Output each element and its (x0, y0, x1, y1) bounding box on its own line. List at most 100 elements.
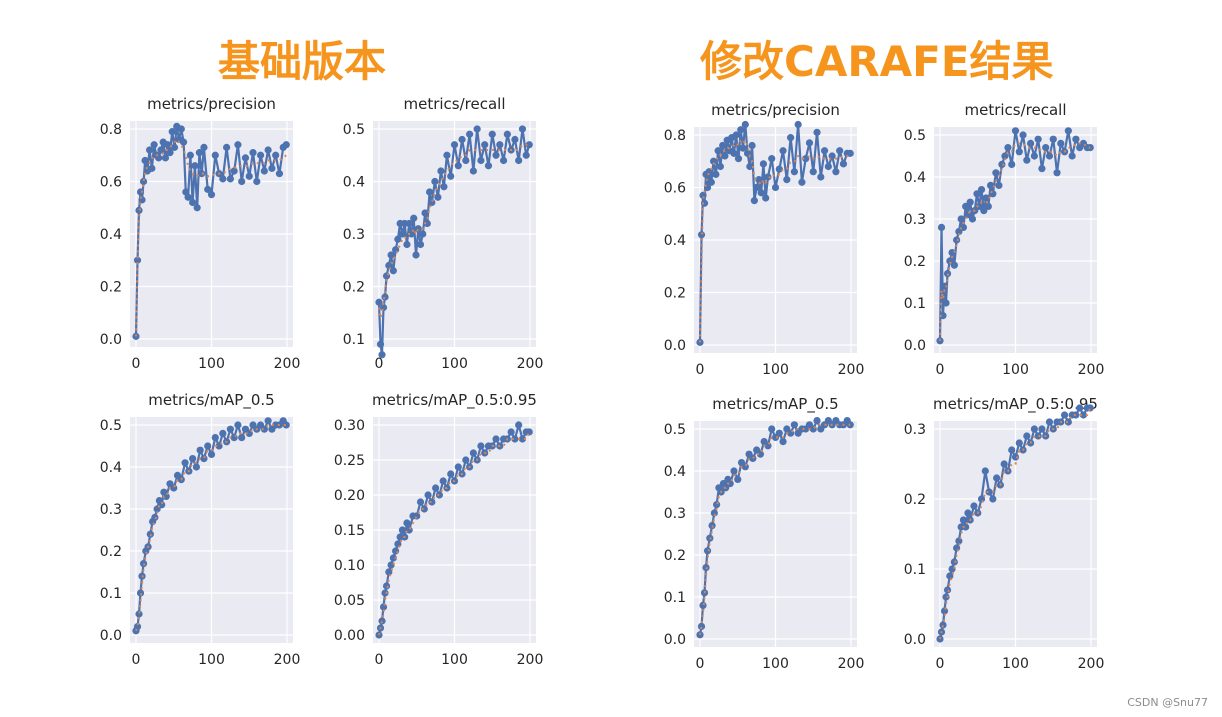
y-tick-label: 0.4 (100, 227, 122, 243)
y-tick-label: 0.5 (100, 418, 122, 434)
smooth-line (699, 423, 851, 635)
data-point (403, 240, 411, 249)
data-point (207, 191, 216, 199)
y-tick-label: 0.2 (664, 548, 686, 564)
data-point (136, 188, 145, 196)
data-point (1019, 131, 1027, 139)
data-point (970, 502, 978, 510)
data-point (264, 146, 272, 154)
data-point (166, 149, 174, 157)
x-tick-label: 200 (517, 356, 544, 372)
data-point (817, 173, 825, 181)
data-point (700, 199, 709, 207)
data-point (241, 154, 250, 162)
y-tick-label: 0.1 (904, 562, 926, 578)
y-tick-label: 0.5 (343, 122, 365, 138)
y-tick-label: 0.1 (343, 332, 365, 348)
y-tick-label: 0.4 (343, 175, 365, 191)
x-tick-label: 200 (1078, 656, 1105, 672)
data-point (141, 156, 149, 165)
y-tick-label: 0.1 (904, 296, 926, 312)
y-tick-label: 0.8 (100, 122, 122, 138)
y-tick-label: 0.5 (904, 128, 926, 144)
data-point (379, 303, 388, 312)
data-point (230, 434, 238, 442)
data-point (375, 298, 383, 306)
chart-panel: 0.0 0.2 0.4 0.6 0.8 0 100 200 metrics/precision (100, 95, 301, 372)
data-point (249, 149, 257, 157)
data-point (1034, 135, 1042, 143)
x-tick-label: 200 (838, 656, 865, 672)
data-point (385, 568, 393, 576)
data-point (219, 175, 227, 183)
data-point (164, 141, 172, 149)
data-point (394, 235, 402, 243)
data-point (943, 586, 952, 594)
data-point (937, 223, 946, 231)
data-point (790, 168, 798, 176)
data-point (443, 151, 451, 159)
data-point (962, 202, 970, 210)
data-point (462, 456, 470, 464)
y-tick-label: 0.0 (100, 332, 122, 348)
data-point (802, 155, 810, 163)
data-point (726, 480, 734, 488)
data-point (416, 240, 425, 249)
data-point (226, 175, 234, 183)
y-tick-label: 0.00 (334, 628, 365, 644)
data-point (1000, 460, 1008, 468)
y-tick-label: 0.0 (664, 632, 686, 648)
data-point (1015, 439, 1023, 447)
y-tick-label: 0.10 (334, 558, 365, 574)
data-point (1064, 418, 1072, 426)
data-point (719, 141, 727, 150)
data-point (515, 156, 523, 165)
x-tick-label: 100 (1002, 362, 1029, 378)
y-tick-label: 0.6 (100, 175, 122, 191)
data-point (712, 170, 720, 178)
data-point (779, 147, 787, 155)
data-point (260, 167, 268, 175)
data-point (1027, 139, 1035, 147)
data-point (204, 185, 212, 193)
data-point (462, 156, 470, 165)
data-point (762, 194, 770, 202)
data-point (716, 162, 724, 171)
data-point (790, 421, 798, 429)
data-point (450, 141, 459, 149)
data-point (737, 126, 745, 134)
data-point (458, 135, 466, 144)
data-point (392, 547, 400, 555)
data-point (157, 146, 165, 154)
data-point (794, 120, 802, 129)
data-point (787, 134, 795, 142)
x-tick-label: 0 (936, 656, 945, 672)
data-point (1030, 152, 1038, 160)
x-tick-label: 0 (936, 362, 945, 378)
data-point (148, 164, 156, 172)
data-point (170, 484, 178, 492)
data-point (980, 207, 988, 215)
y-tick-label: 0.4 (664, 464, 686, 480)
data-point (959, 516, 968, 524)
chart-panel: 0.0 0.1 0.2 0.3 0.4 0.5 0 100 200 metrics/mAP_0.5 (100, 391, 301, 668)
y-tick-label: 0.3 (100, 502, 122, 518)
data-point (809, 425, 817, 433)
data-point (398, 230, 407, 238)
data-point (973, 190, 981, 198)
data-point (376, 340, 385, 348)
data-point (469, 167, 477, 175)
data-point (518, 125, 527, 133)
baseline-title: 基础版本 (218, 37, 387, 86)
data-point (282, 421, 290, 429)
data-point (435, 491, 443, 499)
y-tick-label: 0.2 (100, 544, 122, 560)
data-point (757, 189, 765, 197)
x-tick-label: 200 (517, 652, 544, 668)
data-point (768, 425, 776, 433)
data-point (382, 582, 391, 590)
data-point (953, 236, 961, 244)
data-point (995, 181, 1003, 189)
data-point (381, 589, 389, 597)
data-point (946, 257, 954, 265)
